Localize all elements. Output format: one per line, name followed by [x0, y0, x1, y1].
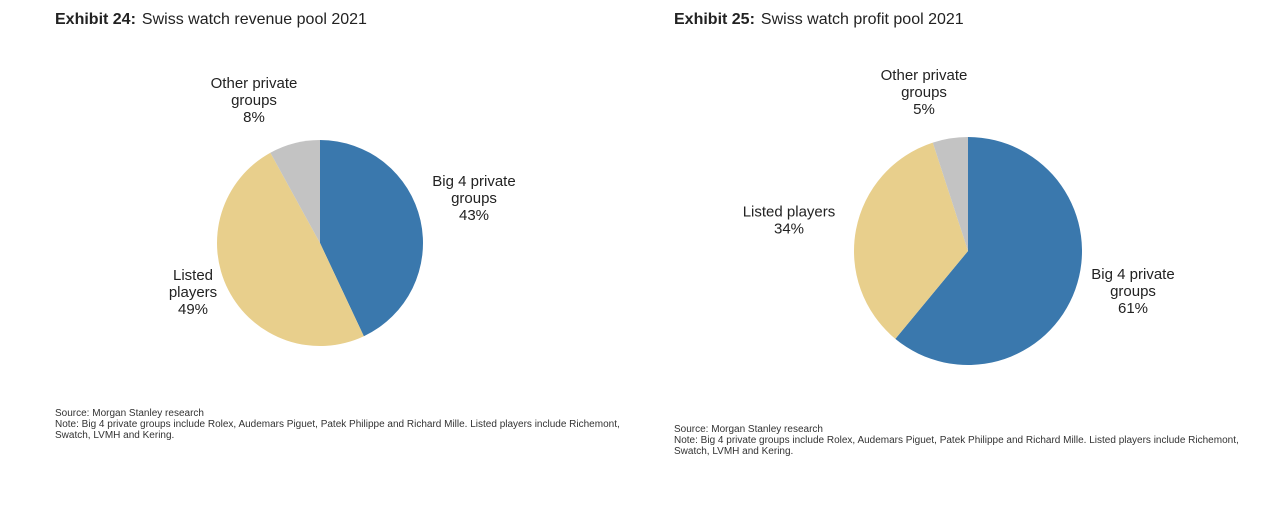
exhibit-25-title-text: Swiss watch profit pool 2021 [760, 11, 964, 28]
exhibit-25-panel: Exhibit 25: Swiss watch profit pool 2021 … [640, 0, 1284, 524]
pie-slice-listed-players [854, 142, 968, 339]
exhibit-24-title: Exhibit 24: Swiss watch revenue pool 2021 [55, 11, 367, 29]
exhibit-25-number: Exhibit 25: [674, 11, 755, 28]
pie-slice-other-private-groups [270, 140, 320, 243]
profit-pie-chart: Big 4 private groups 61% Listed players 34% O… [743, 67, 1175, 366]
exhibit-24-panel: Exhibit 24: Swiss watch revenue pool 2021… [0, 0, 640, 524]
pie-slice-listed-players [217, 152, 364, 346]
pie-slice-big-4-private-groups [320, 140, 423, 337]
slice-label-big-4-private-groups: Big 4 private groups 61% [1091, 266, 1174, 317]
slice-label-listed-players: Listed players 49% [169, 267, 217, 318]
exhibit-24-footnotes: Source: Morgan Stanley research Note: Bi… [55, 408, 625, 441]
slice-label-other-private-groups: Other private groups 5% [881, 67, 968, 118]
pie-slice-other-private-groups [932, 137, 968, 251]
exhibit-25-source: Source: Morgan Stanley research [674, 424, 823, 435]
exhibit-24-note: Note: Big 4 private groups include Rolex… [55, 419, 620, 441]
exhibit-24-title-text: Swiss watch revenue pool 2021 [141, 11, 367, 28]
exhibit-25-title: Exhibit 25: Swiss watch profit pool 2021 [674, 11, 964, 29]
slice-label-listed-players: Listed players 34% [743, 204, 836, 238]
slice-label-other-private-groups: Other private groups 8% [211, 75, 298, 126]
exhibit-24-source: Source: Morgan Stanley research [55, 408, 204, 419]
revenue-pie-chart: Big 4 private groups 43% Listed players 49% Ot… [169, 75, 516, 346]
exhibit-25-note: Note: Big 4 private groups include Rolex… [674, 435, 1239, 457]
slice-label-big-4-private-groups: Big 4 private groups 43% [432, 173, 515, 224]
exhibit-25-footnotes: Source: Morgan Stanley research Note: Bi… [674, 424, 1244, 457]
pie-slice-big-4-private-groups [895, 137, 1082, 366]
exhibit-24-number: Exhibit 24: [55, 11, 136, 28]
